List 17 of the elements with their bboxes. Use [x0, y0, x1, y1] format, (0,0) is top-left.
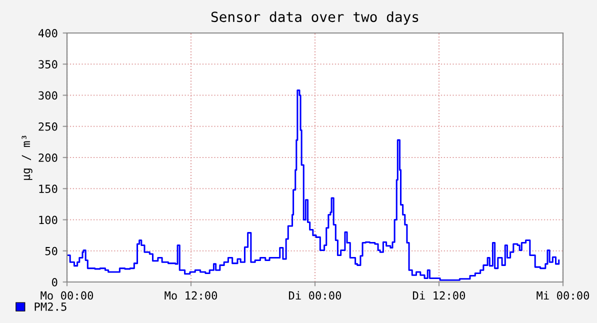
y-tick-label: 0	[52, 278, 58, 286]
y-tick-label: 50	[45, 246, 58, 256]
y-tick-label: 250	[38, 122, 58, 131]
y-tick-label: 100	[39, 216, 58, 224]
x-tick-label: Mo 00:00	[40, 291, 94, 300]
y-tick-label: 150	[39, 184, 58, 194]
y-tick-label: 350	[38, 60, 58, 69]
x-tick-label: Mi 00:00	[536, 291, 590, 300]
y-tick-label: 200	[38, 154, 58, 162]
chart-title: Sensor data over two days	[211, 11, 418, 25]
x-tick-label: Di 12:00	[412, 291, 466, 300]
x-tick-label: Di 00:00	[288, 291, 342, 300]
y-axis-title: µg / m³	[22, 136, 32, 180]
x-tick-label: Mo 12:00	[164, 291, 218, 300]
y-tick-label: 400	[38, 29, 58, 38]
y-tick-label: 300	[38, 91, 58, 100]
legend-label: PM2.5	[34, 302, 66, 311]
